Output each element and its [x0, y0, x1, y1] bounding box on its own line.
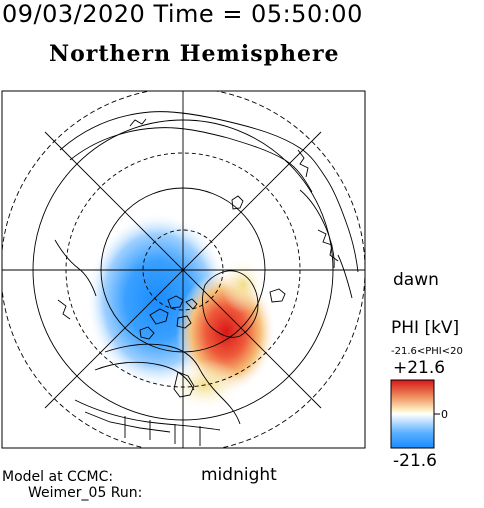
colorbar-range-text: -21.6<PHI<20 [391, 347, 463, 357]
colorbar-gradient [390, 379, 435, 449]
model-label: Model at CCMC: [2, 469, 114, 485]
dawn-label: dawn [393, 270, 439, 290]
coastlines [54, 111, 359, 446]
meridian-lines [2, 91, 365, 448]
midnight-label: midnight [201, 465, 277, 485]
colorbar-zero-label: 0 [441, 408, 448, 421]
hemisphere-title: Northern Hemisphere [49, 41, 340, 67]
colorbar-title: PHI [kV] [391, 318, 460, 338]
timestamp-title: 09/03/2020 Time = 05:50:00 [2, 0, 363, 28]
run-label: Weimer_05 Run: [28, 485, 143, 501]
colorbar [390, 379, 440, 449]
colorbar-min-label: -21.6 [393, 451, 437, 471]
colorbar-max-label: +21.6 [393, 358, 446, 378]
